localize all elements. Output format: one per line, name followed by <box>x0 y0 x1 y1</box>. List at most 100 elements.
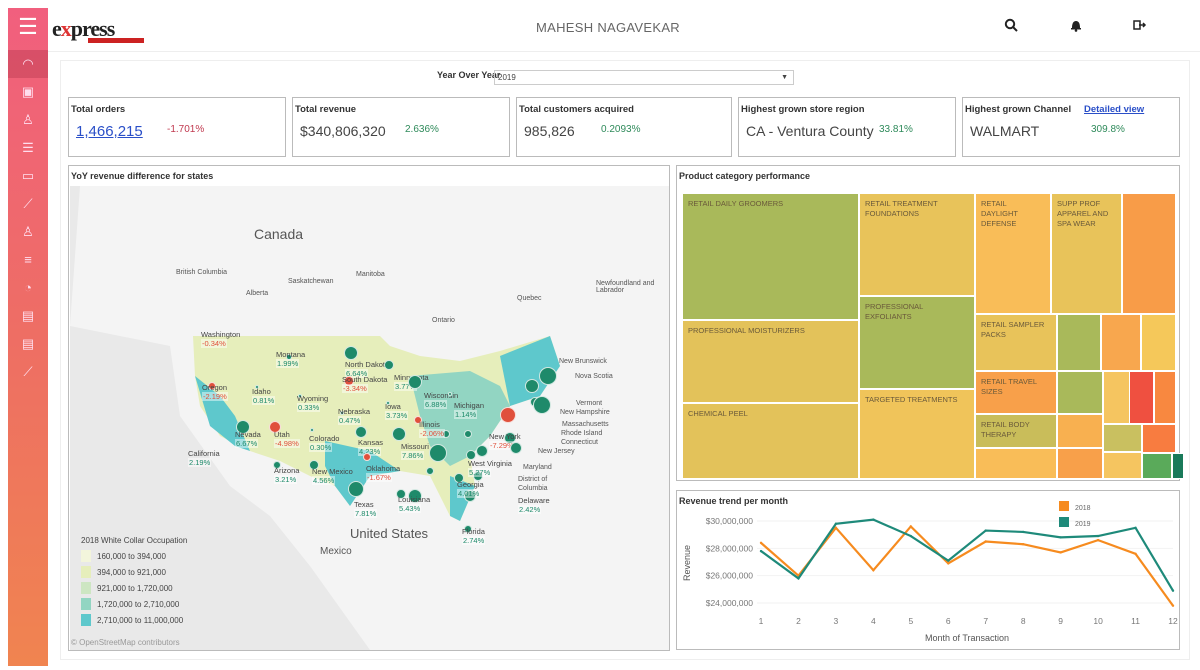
state-bubble[interactable] <box>255 385 259 389</box>
data-point[interactable] <box>947 562 950 565</box>
year-select[interactable]: 2019 ▼ <box>494 70 794 85</box>
bell-icon[interactable] <box>1069 18 1083 35</box>
state-bubble[interactable] <box>310 428 314 432</box>
sidebar-item-11[interactable]: ⟋ <box>8 358 48 386</box>
state-bubble[interactable] <box>504 432 516 444</box>
treemap-cell[interactable]: RETAIL TREATMENT FOUNDATIONS <box>859 193 975 296</box>
sidebar-item-7[interactable]: ≡ <box>8 246 48 274</box>
state-bubble[interactable] <box>500 407 516 423</box>
treemap-cell[interactable] <box>1103 424 1142 452</box>
state-bubble[interactable] <box>309 460 319 470</box>
data-point[interactable] <box>1096 534 1100 538</box>
data-point[interactable] <box>909 534 913 538</box>
sidebar-item-8[interactable]: ◔ <box>8 274 48 302</box>
data-point[interactable] <box>759 549 763 553</box>
data-point[interactable] <box>1096 538 1100 542</box>
sidebar-item-6[interactable]: ♙ <box>8 218 48 246</box>
treemap-cell[interactable] <box>1141 314 1176 371</box>
treemap-cell[interactable]: TARGETED TREATMENTS <box>859 389 975 479</box>
treemap-cell[interactable] <box>1057 414 1103 448</box>
state-bubble[interactable] <box>442 430 450 438</box>
data-point[interactable] <box>1134 526 1137 530</box>
state-bubble[interactable] <box>414 416 422 424</box>
data-point[interactable] <box>872 518 875 521</box>
sidebar-item-9[interactable]: ▤ <box>8 302 48 330</box>
treemap-cell[interactable] <box>1057 371 1103 414</box>
series-line-2019[interactable] <box>760 518 1174 592</box>
sidebar-item-2[interactable]: ♙ <box>8 106 48 134</box>
sidebar-item-4[interactable]: ▭ <box>8 162 48 190</box>
data-point[interactable] <box>984 529 987 532</box>
state-bubble[interactable] <box>464 430 472 438</box>
state-bubble[interactable] <box>476 445 488 457</box>
treemap-cell[interactable] <box>975 448 1057 479</box>
state-bubble[interactable] <box>464 525 472 533</box>
state-bubble[interactable] <box>396 489 406 499</box>
state-bubble[interactable] <box>448 392 452 396</box>
map-attribution[interactable]: © OpenStreetMap contributors <box>71 638 180 647</box>
hamburger-icon[interactable]: ☰ <box>18 14 38 39</box>
data-point[interactable] <box>834 522 838 525</box>
treemap-cell[interactable] <box>1057 314 1101 371</box>
data-point[interactable] <box>1059 551 1062 554</box>
state-bubble[interactable] <box>473 471 483 481</box>
data-point[interactable] <box>909 525 913 528</box>
state-bubble[interactable] <box>426 467 434 475</box>
data-point[interactable] <box>759 541 763 545</box>
treemap-cell[interactable] <box>1103 452 1142 479</box>
treemap-cell[interactable] <box>1122 193 1176 314</box>
treemap-cell[interactable] <box>1057 448 1103 479</box>
data-point[interactable] <box>984 540 987 543</box>
state-bubble[interactable] <box>429 444 447 462</box>
state-bubble[interactable] <box>348 481 364 497</box>
kpi-value[interactable]: 1,466,215 <box>76 123 143 140</box>
data-point[interactable] <box>797 577 800 580</box>
treemap-cell[interactable] <box>1101 314 1141 371</box>
state-bubble[interactable] <box>344 346 358 360</box>
state-bubble[interactable] <box>298 394 302 398</box>
state-bubble[interactable] <box>539 367 557 385</box>
data-point[interactable] <box>834 526 838 530</box>
sidebar-item-5[interactable]: ⟋ <box>8 190 48 218</box>
treemap-cell[interactable] <box>1142 424 1176 453</box>
map-canvas[interactable]: Canada British Columbia Alberta Saskatchewa… <box>70 186 669 650</box>
state-bubble[interactable] <box>464 490 476 502</box>
sidebar-item-1[interactable]: ▣ <box>8 78 48 106</box>
treemap-cell[interactable]: PROFESSIONAL MOISTURIZERS <box>682 320 859 403</box>
state-bubble[interactable] <box>510 442 522 454</box>
state-bubble[interactable] <box>273 461 281 469</box>
data-point[interactable] <box>1134 552 1137 555</box>
state-bubble[interactable] <box>236 420 250 434</box>
sidebar-item-10[interactable]: ▤ <box>8 330 48 358</box>
state-bubble[interactable] <box>208 382 216 390</box>
state-bubble[interactable] <box>340 411 344 415</box>
treemap-cell[interactable]: CHEMICAL PEEL <box>682 403 859 479</box>
state-bubble[interactable] <box>386 401 390 405</box>
state-bubble[interactable] <box>408 375 422 389</box>
treemap-cell[interactable]: RETAIL DAILY GROOMERS <box>682 193 859 320</box>
data-point[interactable] <box>872 569 875 572</box>
treemap-cell[interactable]: RETAIL SAMPLER PACKS <box>975 314 1057 371</box>
series-line-2018[interactable] <box>760 524 1174 607</box>
revenue-line-chart[interactable]: $24,000,000 $26,000,000 $28,000,000 $30,000… <box>677 491 1181 651</box>
treemap-cell[interactable] <box>1172 453 1184 479</box>
state-bubble[interactable] <box>454 473 464 483</box>
treemap-cell[interactable]: RETAIL TRAVEL SIZES <box>975 371 1057 414</box>
data-point[interactable] <box>1059 536 1062 539</box>
state-bubble[interactable] <box>363 453 371 461</box>
data-point[interactable] <box>1171 589 1175 592</box>
treemap-cell[interactable]: RETAIL DAYLIGHT DEFENSE <box>975 193 1051 314</box>
treemap-cell[interactable] <box>1154 371 1176 424</box>
state-bubble[interactable] <box>408 489 422 503</box>
state-bubble[interactable] <box>533 396 551 414</box>
state-bubble[interactable] <box>355 426 367 438</box>
data-point[interactable] <box>947 559 950 562</box>
sidebar-item-3[interactable]: ☰ <box>8 134 48 162</box>
state-bubble[interactable] <box>286 354 292 360</box>
data-point[interactable] <box>1171 604 1175 607</box>
state-bubble[interactable] <box>525 379 539 393</box>
search-icon[interactable] <box>1004 18 1018 35</box>
logout-icon[interactable] <box>1133 18 1147 35</box>
treemap-cell[interactable]: RETAIL BODY THERAPY <box>975 414 1057 448</box>
state-bubble[interactable] <box>466 450 476 460</box>
